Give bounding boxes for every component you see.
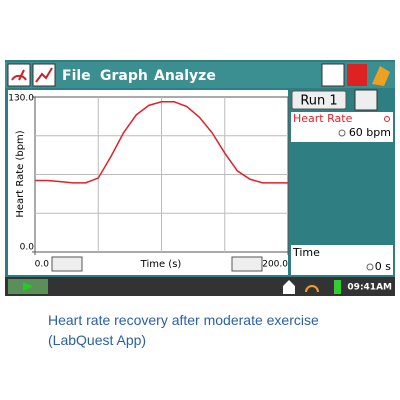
notes-icon[interactable] xyxy=(372,66,390,86)
home-icon[interactable] xyxy=(283,280,295,294)
x-tick-label: 0.0 xyxy=(35,260,50,270)
storage-icon[interactable] xyxy=(354,89,378,111)
reading-icon xyxy=(338,129,346,137)
time-icon xyxy=(366,263,374,271)
battery-icon xyxy=(334,280,341,294)
caption-line-1: Heart rate recovery after moderate exerc… xyxy=(48,312,319,328)
menu-file[interactable]: File xyxy=(62,68,91,84)
play-glyph xyxy=(23,282,33,291)
time-reading: 0 s xyxy=(375,260,391,273)
sensor-name: Heart Rate xyxy=(293,112,353,125)
caption-line-2: (LabQuest App) xyxy=(48,332,147,348)
x-axis-label: Time (s) xyxy=(140,259,182,270)
y-tick-label: 130.0 xyxy=(8,94,34,104)
wifi-icon xyxy=(305,285,319,293)
run-label: Run 1 xyxy=(300,94,337,109)
clock: 09:41AM xyxy=(347,283,392,293)
data-line xyxy=(35,101,288,184)
y-tick-label: 0.0 xyxy=(20,243,35,253)
table-icon[interactable] xyxy=(321,63,345,87)
sensor-reading: 60 bpm xyxy=(349,126,391,139)
graph-glyph xyxy=(35,67,53,83)
scroll-right[interactable] xyxy=(231,256,263,272)
run-button[interactable] xyxy=(291,90,347,110)
status-bar xyxy=(5,277,395,296)
sensor-box xyxy=(291,112,393,142)
menu-analyze[interactable]: Analyze xyxy=(154,68,216,84)
time-label: Time xyxy=(292,246,320,259)
list-icon[interactable] xyxy=(347,64,367,86)
time-box xyxy=(291,245,393,275)
x-tick-label: 200.0 xyxy=(262,260,288,270)
scroll-left[interactable] xyxy=(51,256,83,272)
y-axis-label: Heart Rate (bpm) xyxy=(15,130,26,217)
meter-glyph xyxy=(11,69,27,81)
graph-panel xyxy=(8,90,288,275)
screen: File Graph Analyze Run 1 Heart Rate 60 b… xyxy=(5,60,395,296)
sensor-dot xyxy=(384,116,390,122)
menu-graph[interactable]: Graph xyxy=(100,68,148,84)
